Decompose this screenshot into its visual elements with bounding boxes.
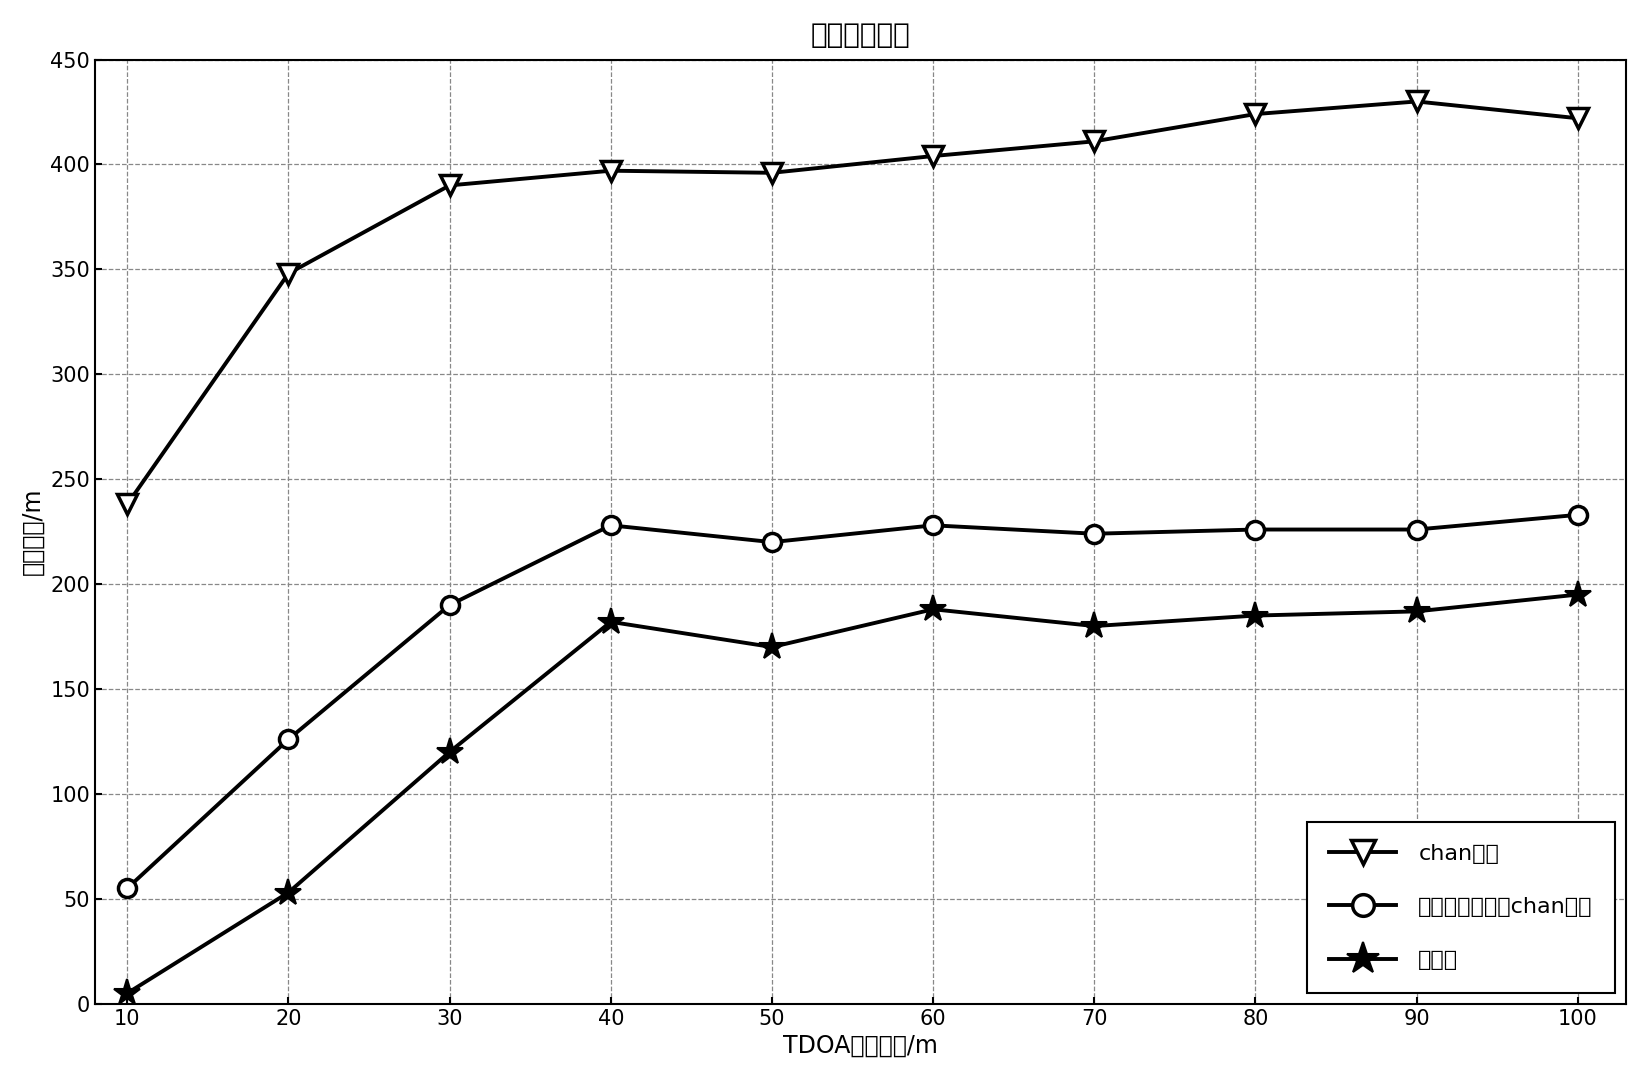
本发明 [278, 886, 298, 899]
本发明 [1568, 588, 1588, 601]
带有门限判决的chan算法 [1245, 523, 1265, 536]
本发明 [601, 615, 621, 628]
带有门限判决的chan算法 [763, 535, 782, 548]
chan算法 [1568, 112, 1588, 125]
本发明 [1407, 605, 1426, 618]
chan算法 [1407, 95, 1426, 108]
X-axis label: TDOA测量误差/m: TDOA测量误差/m [782, 1034, 939, 1058]
带有门限判决的chan算法 [924, 519, 944, 532]
chan算法 [117, 497, 137, 510]
本发明 [1084, 619, 1103, 632]
Line: 带有门限判决的chan算法: 带有门限判决的chan算法 [119, 506, 1586, 898]
chan算法 [763, 166, 782, 179]
带有门限判决的chan算法 [278, 733, 298, 746]
本发明 [763, 641, 782, 654]
Legend: chan算法, 带有门限判决的chan算法, 本发明: chan算法, 带有门限判决的chan算法, 本发明 [1308, 821, 1616, 993]
chan算法 [278, 268, 298, 281]
本发明 [117, 987, 137, 1000]
chan算法 [924, 150, 944, 163]
chan算法 [440, 179, 460, 192]
本发明 [440, 746, 460, 759]
chan算法 [601, 164, 621, 177]
本发明 [924, 603, 944, 616]
带有门限判决的chan算法 [1084, 528, 1103, 541]
带有门限判决的chan算法 [1568, 508, 1588, 521]
chan算法 [1245, 108, 1265, 121]
带有门限判决的chan算法 [1407, 523, 1426, 536]
Title: 定位性能比较: 定位性能比较 [810, 21, 911, 49]
本发明 [1245, 609, 1265, 622]
chan算法 [1084, 135, 1103, 148]
Line: chan算法: chan算法 [117, 92, 1588, 514]
带有门限判决的chan算法 [117, 882, 137, 894]
Y-axis label: 定位误差/m: 定位误差/m [21, 488, 44, 575]
带有门限判决的chan算法 [601, 519, 621, 532]
Line: 本发明: 本发明 [114, 581, 1591, 1007]
带有门限判决的chan算法 [440, 599, 460, 612]
